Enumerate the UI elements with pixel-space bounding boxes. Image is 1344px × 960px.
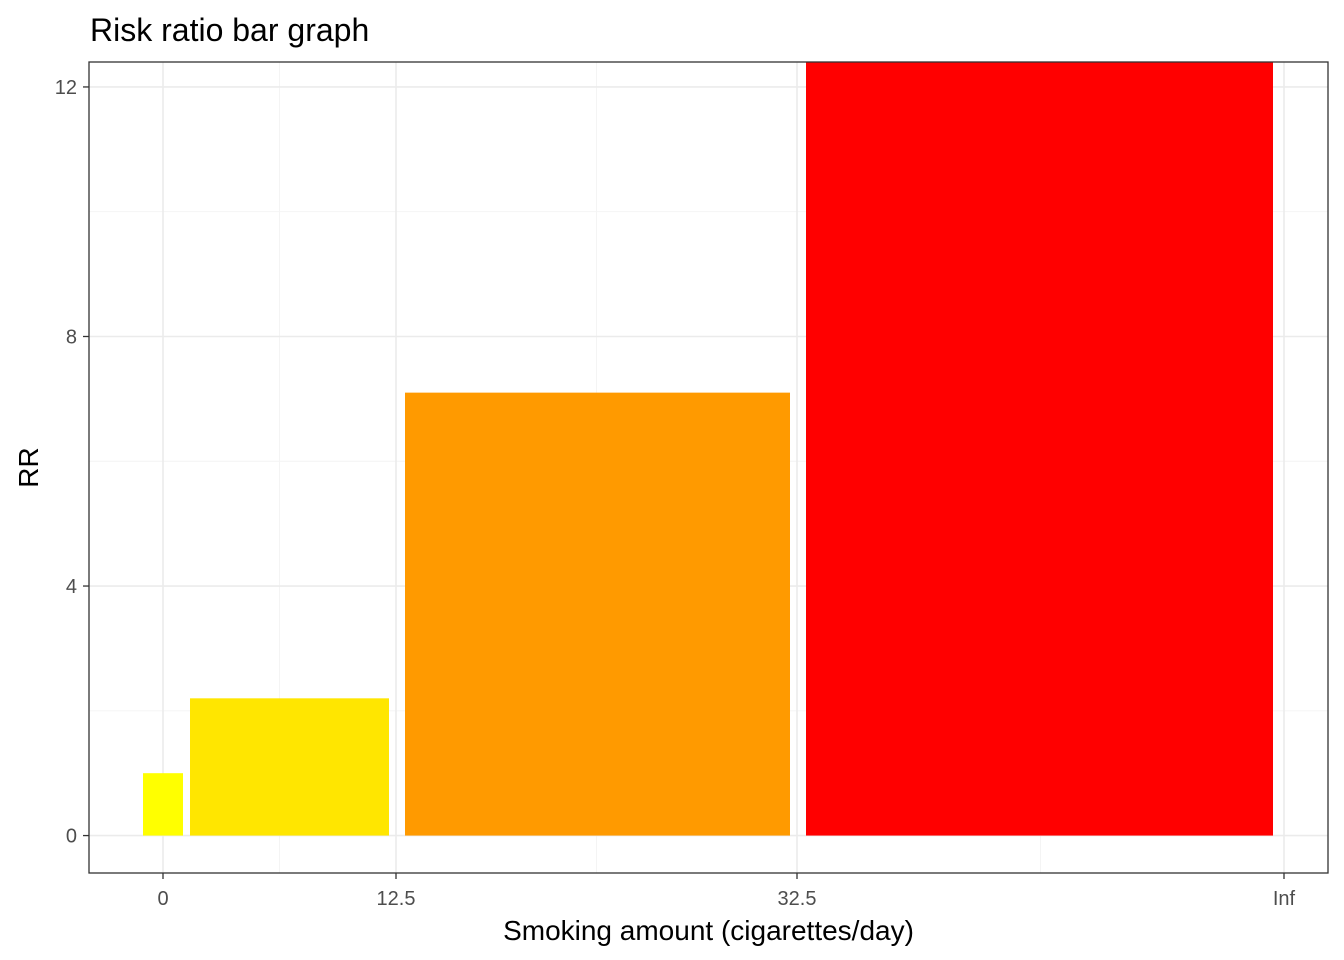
x-tick-label: 32.5 (778, 888, 817, 910)
x-axis-title: Smoking amount (cigarettes/day) (503, 915, 914, 946)
x-tick-label: Inf (1273, 888, 1296, 910)
x-tick-label: 0 (157, 888, 168, 910)
plot-panel-border (88, 61, 1329, 874)
bar-32.5-Inf (806, 62, 1273, 836)
y-tick-label: 0 (66, 826, 77, 848)
bar-0-0 (143, 773, 183, 836)
bars (143, 62, 1273, 836)
bar-12.5-32.5 (405, 392, 790, 836)
y-axis-title: RR (13, 447, 44, 487)
x-tick-label: 12.5 (377, 888, 416, 910)
y-tick-label: 8 (66, 326, 77, 348)
bar-0-12.5 (190, 698, 389, 836)
chart-title: Risk ratio bar graph (90, 12, 369, 48)
axis-ticks: 0 4 8 12 0 12.5 32.5 Inf (55, 77, 1296, 910)
y-tick-label: 12 (55, 77, 77, 99)
y-tick-label: 4 (66, 576, 77, 598)
